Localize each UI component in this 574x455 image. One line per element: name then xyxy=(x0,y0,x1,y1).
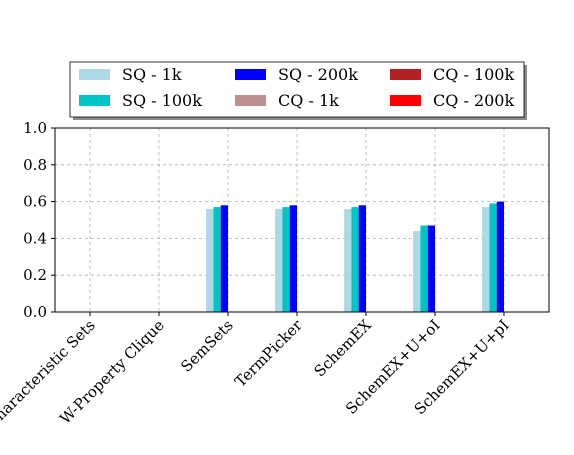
legend-label-cq-1k: CQ - 1k xyxy=(278,91,339,110)
bars xyxy=(206,201,504,312)
bar-sq-100k-semsets xyxy=(213,207,221,312)
grid-lines xyxy=(55,127,549,313)
legend-swatch-cq-100k xyxy=(390,69,421,80)
bar-sq-100k-schemex-u-oi xyxy=(420,225,428,312)
bar-sq-200k-semsets xyxy=(220,205,228,312)
bar-sq-200k-schemex-u-oi xyxy=(427,225,435,312)
bar-sq-200k-termpicker xyxy=(289,205,297,312)
legend-label-sq-1k: SQ - 1k xyxy=(122,65,182,84)
bar-sq-100k-schemex-u-pi xyxy=(489,203,497,312)
bar-sq-100k-termpicker xyxy=(282,207,290,312)
bar-sq-1k-termpicker xyxy=(275,208,283,312)
legend-label-cq-100k: CQ - 100k xyxy=(433,65,514,84)
bar-sq-1k-semsets xyxy=(206,208,214,312)
legend-label-cq-200k: CQ - 200k xyxy=(433,91,514,110)
legend-swatch-sq-100k xyxy=(79,95,110,106)
legend-swatch-cq-1k xyxy=(235,95,266,106)
y-axis: 0.0 0.2 0.4 0.6 0.8 1.0 xyxy=(23,119,55,321)
x-tick-label-characteristic-sets: Characteristic Sets xyxy=(0,316,99,432)
y-tick-label: 0.6 xyxy=(23,193,47,211)
bar-sq-100k-schemex xyxy=(351,207,359,312)
legend: SQ - 1k SQ - 200k CQ - 100k SQ - 100k CQ - 1… xyxy=(69,61,527,120)
y-tick-label: 0.8 xyxy=(23,156,47,174)
y-tick-label: 0.4 xyxy=(23,229,47,247)
bar-sq-200k-schemex-u-pi xyxy=(496,201,504,312)
legend-swatch-sq-200k xyxy=(235,69,266,80)
x-tick-label-schemex: SchemEX xyxy=(310,316,375,381)
bar-sq-1k-schemex xyxy=(344,208,352,312)
y-tick-label: 0.0 xyxy=(23,303,47,321)
legend-label-sq-100k: SQ - 100k xyxy=(122,91,202,110)
x-tick-label-semsets: SemSets xyxy=(177,316,237,376)
plot-frame xyxy=(54,127,550,313)
bar-sq-1k-schemex-u-pi xyxy=(482,207,490,312)
y-tick-label: 1.0 xyxy=(23,119,47,137)
y-tick-label: 0.2 xyxy=(23,266,47,284)
bar-sq-1k-schemex-u-oi xyxy=(413,231,421,312)
legend-swatch-sq-1k xyxy=(79,69,110,80)
legend-box xyxy=(69,61,525,118)
legend-label-sq-200k: SQ - 200k xyxy=(278,65,358,84)
legend-swatch-cq-200k xyxy=(390,95,421,106)
x-tick-label-termpicker: TermPicker xyxy=(231,316,306,391)
bar-sq-200k-schemex xyxy=(358,205,366,312)
